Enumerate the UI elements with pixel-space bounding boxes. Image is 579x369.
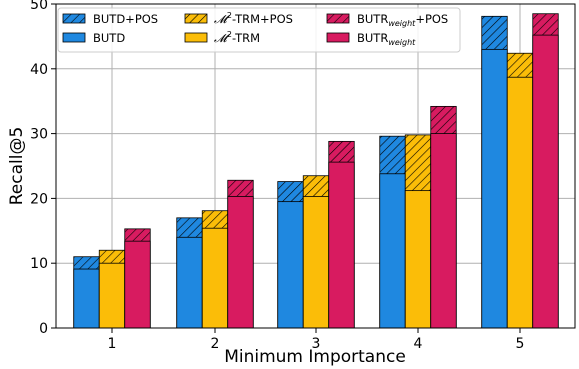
legend-swatch-butd-pos <box>62 13 86 24</box>
legend-label-m2-pos: 𝓜2-TRM+POS <box>214 11 293 26</box>
x-tick-label: 5 <box>516 336 525 352</box>
legend: BUTD+POS BUTD 𝓜2-TRM+POS 𝓜2-TRM BUTRweig… <box>57 7 461 53</box>
legend-swatch-m2 <box>184 32 208 43</box>
y-tick-label: 20 <box>30 191 48 207</box>
legend-box <box>57 7 461 53</box>
legend-swatch-butr-pos <box>326 13 350 24</box>
legend-label-butr: BUTRweight <box>357 31 416 47</box>
bar-m2 <box>201 227 229 329</box>
y-tick-label: 0 <box>39 321 48 337</box>
x-axis-label: Minimum Importance <box>224 347 406 367</box>
bar-butr <box>532 34 559 329</box>
bar-m2 <box>404 190 432 329</box>
y-tick-label: 10 <box>30 256 48 272</box>
x-tick-label: 4 <box>414 336 423 352</box>
legend-label-butd: BUTD <box>93 31 125 45</box>
legend-swatch-butd <box>62 32 86 43</box>
bar-butr <box>430 133 457 329</box>
legend-label-m2: 𝓜2-TRM <box>214 30 260 45</box>
bar-butr <box>124 240 151 329</box>
legend-swatch-butr <box>326 32 350 43</box>
y-axis-label: Recall@5 <box>7 127 27 206</box>
bar-butd <box>73 268 100 329</box>
bar-m2 <box>98 262 126 329</box>
x-axis-ticks: 1 2 3 4 5 <box>108 328 525 352</box>
legend-label-butd-pos: BUTD+POS <box>93 12 158 26</box>
bar-butd <box>481 48 508 329</box>
bar-butd <box>176 236 203 329</box>
bar-butd <box>277 201 304 329</box>
y-tick-label: 50 <box>30 0 48 13</box>
bar-butr <box>328 161 355 329</box>
legend-label-butr-pos: BUTRweight+POS <box>357 12 448 28</box>
bar-m2 <box>302 196 330 329</box>
x-tick-label: 3 <box>312 336 321 352</box>
bars-group <box>73 13 559 329</box>
bar-butd <box>379 173 406 329</box>
x-tick-label: 2 <box>211 336 220 352</box>
bar-butr <box>227 196 254 329</box>
x-tick-label: 1 <box>108 336 117 352</box>
y-axis-ticks: 0 10 20 30 40 50 <box>30 0 56 337</box>
y-tick-label: 30 <box>30 127 48 143</box>
bar-m2 <box>506 76 534 329</box>
legend-swatch-m2-pos <box>184 13 208 24</box>
y-tick-label: 40 <box>30 62 48 78</box>
